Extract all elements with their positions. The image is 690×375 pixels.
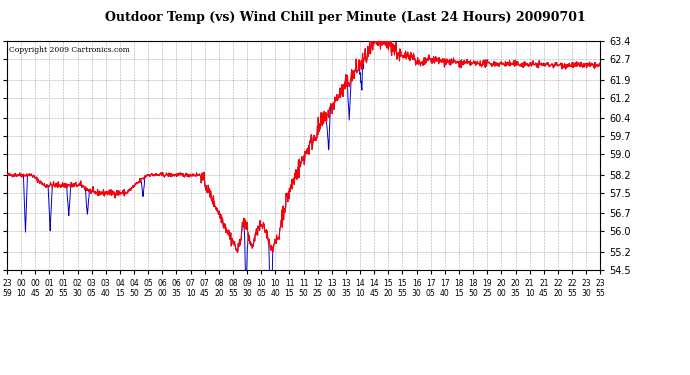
Text: Outdoor Temp (vs) Wind Chill per Minute (Last 24 Hours) 20090701: Outdoor Temp (vs) Wind Chill per Minute …: [105, 11, 585, 24]
Text: Copyright 2009 Cartronics.com: Copyright 2009 Cartronics.com: [9, 46, 130, 54]
